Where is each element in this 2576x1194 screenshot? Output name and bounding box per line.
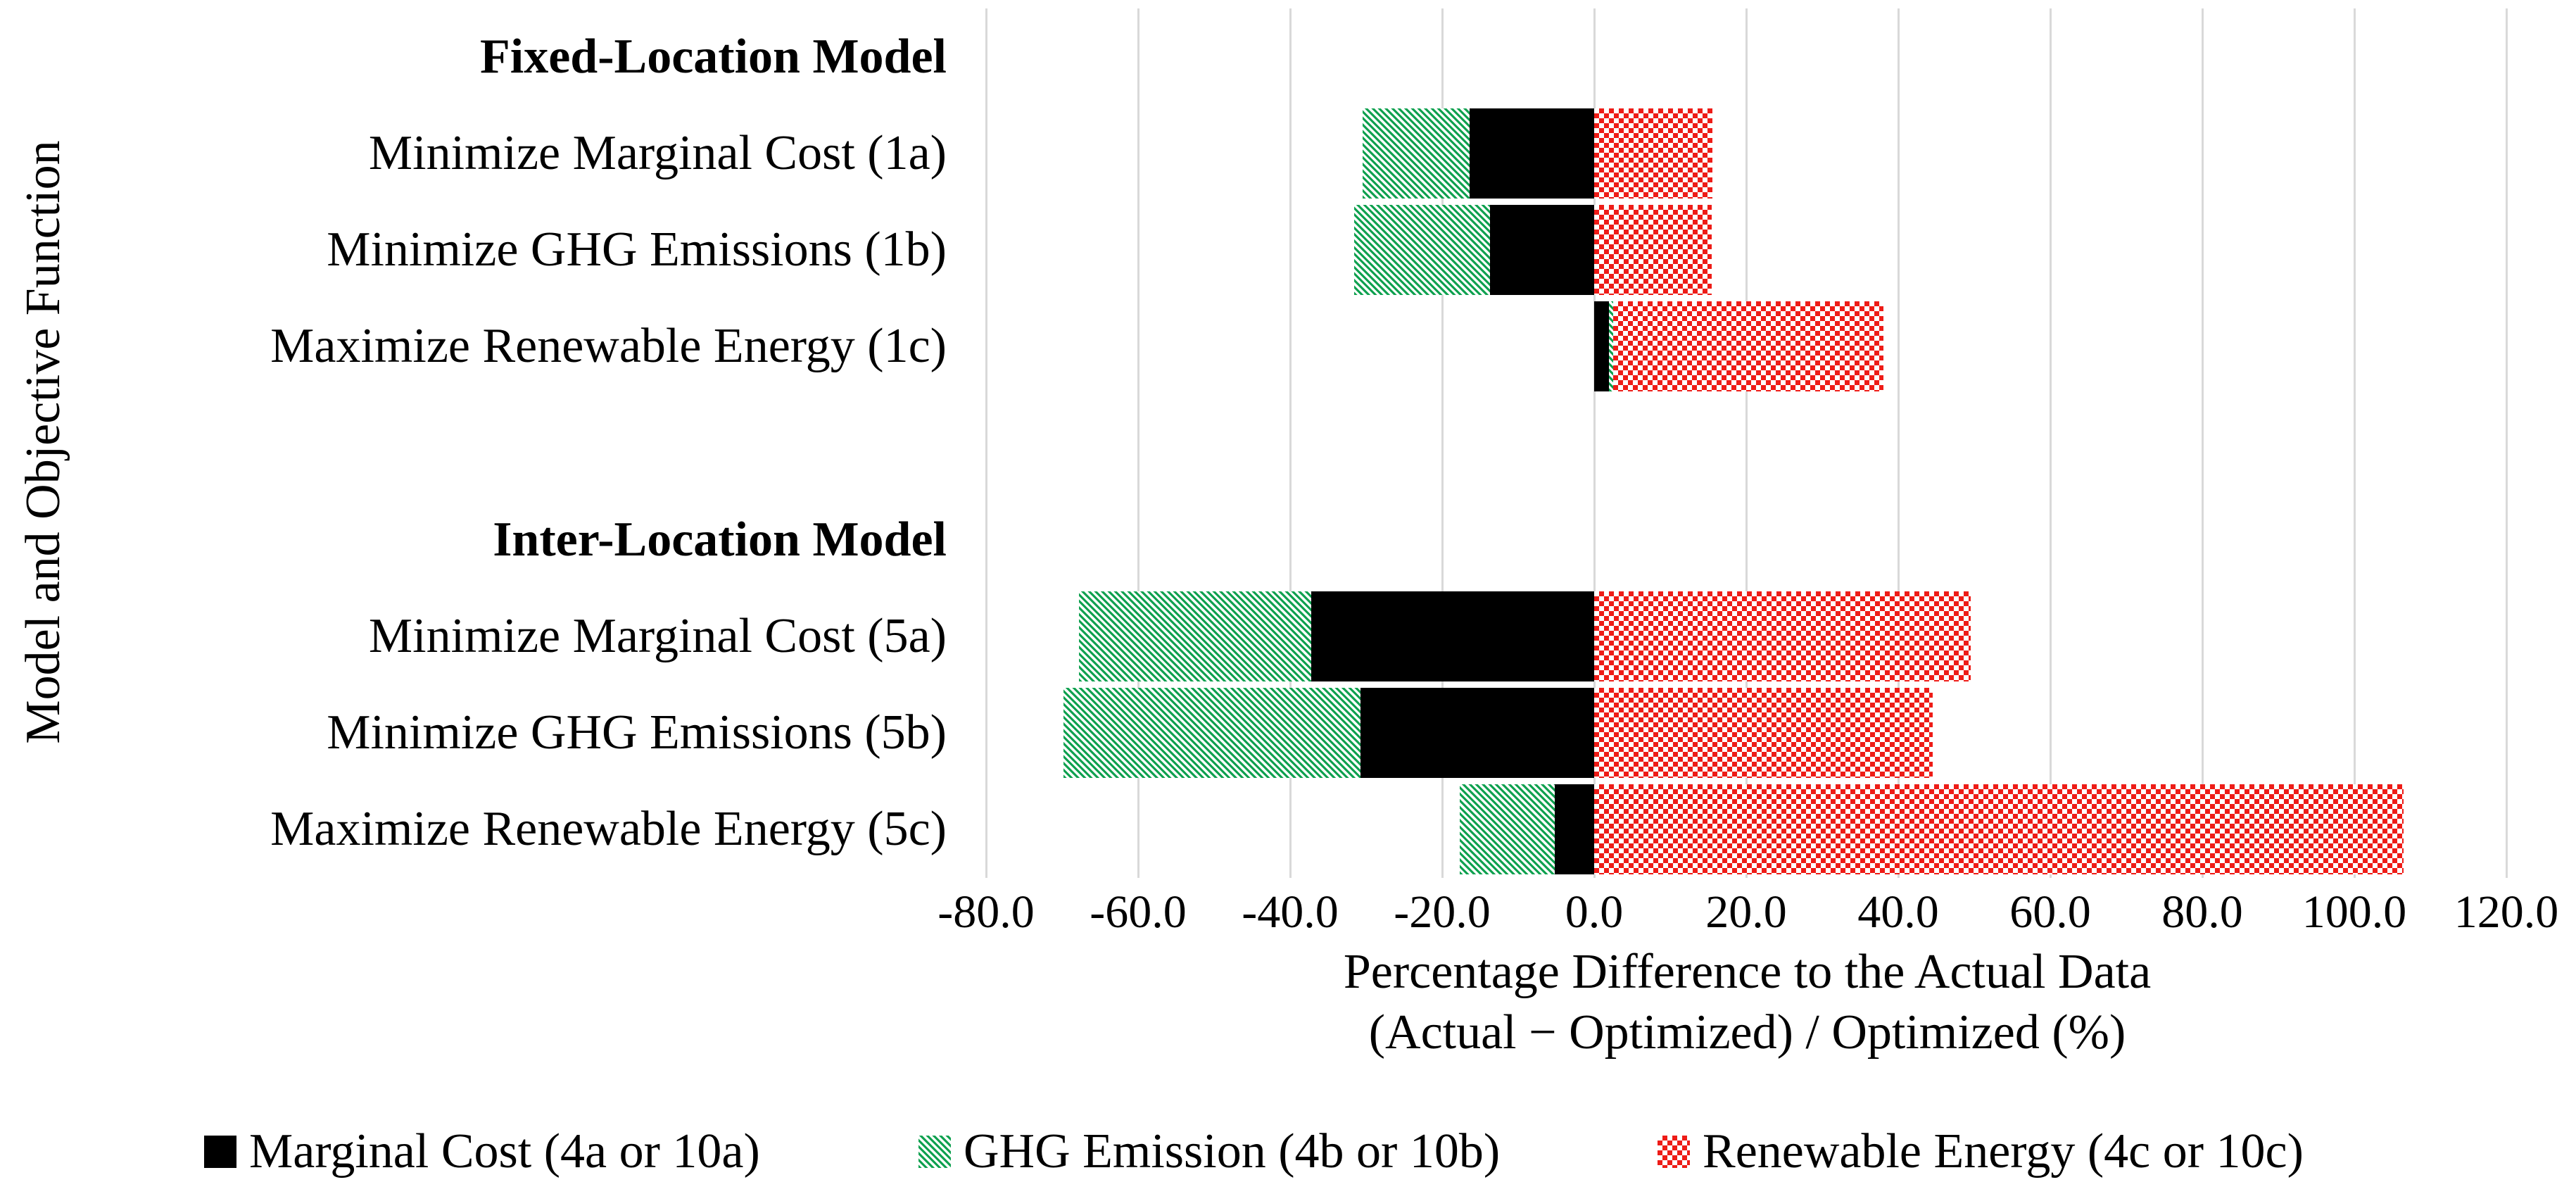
bar-segment xyxy=(1613,301,1884,392)
group-header-label: Inter-Location Model xyxy=(493,512,947,567)
legend-label: Marginal Cost (4a or 10a) xyxy=(249,1124,760,1179)
x-tick-label: -80.0 xyxy=(937,886,1035,938)
gridline xyxy=(2201,8,2204,878)
category-label: Maximize Renewable Energy (1c) xyxy=(270,319,947,374)
x-tick-label: 0.0 xyxy=(1565,886,1624,938)
bar-segment xyxy=(1078,591,1312,681)
bar-segment xyxy=(1594,688,1933,779)
legend-label: GHG Emission (4b or 10b) xyxy=(964,1124,1501,1179)
legend-item-marginal-cost: Marginal Cost (4a or 10a) xyxy=(204,1124,760,1179)
bar-segment xyxy=(1353,205,1491,296)
bar-segment xyxy=(1063,688,1361,779)
bar-segment xyxy=(1360,688,1594,779)
bar-segment xyxy=(1594,301,1609,392)
gridline xyxy=(1441,8,1444,878)
gridline xyxy=(985,8,987,878)
category-label: Minimize Marginal Cost (1a) xyxy=(368,125,947,180)
bar-segment xyxy=(1594,784,2404,875)
bar-segment xyxy=(1311,591,1594,681)
bar-segment xyxy=(1608,301,1613,392)
gridline xyxy=(1897,8,1900,878)
legend-swatch-solid-icon xyxy=(204,1136,236,1168)
gridline xyxy=(2049,8,2052,878)
bar-segment xyxy=(1459,784,1555,875)
x-tick-label: -40.0 xyxy=(1242,886,1339,938)
legend-item-renewable-energy: Renewable Energy (4c or 10c) xyxy=(1658,1124,2304,1179)
bar-segment xyxy=(1554,784,1594,875)
gridline xyxy=(1745,8,1748,878)
x-tick-label: 40.0 xyxy=(1857,886,1939,938)
category-label: Minimize GHG Emissions (1b) xyxy=(327,222,947,277)
bar-segment xyxy=(1469,108,1594,199)
x-tick-label: -60.0 xyxy=(1090,886,1187,938)
x-tick-label: 20.0 xyxy=(1705,886,1787,938)
bar-segment xyxy=(1594,591,1971,681)
legend-swatch-checker-icon xyxy=(1658,1136,1690,1168)
legend-swatch-hatch-icon xyxy=(918,1136,951,1168)
gridline xyxy=(2505,8,2508,878)
gridline xyxy=(2353,8,2356,878)
category-label: Minimize GHG Emissions (5b) xyxy=(327,705,947,760)
category-label: Maximize Renewable Energy (5c) xyxy=(270,802,947,857)
x-tick-label: 100.0 xyxy=(2302,886,2407,938)
legend-item-ghg-emission: GHG Emission (4b or 10b) xyxy=(918,1124,1501,1179)
x-tick-label: 120.0 xyxy=(2454,886,2559,938)
group-header-label: Fixed-Location Model xyxy=(480,29,947,84)
x-axis-title-line1: Percentage Difference to the Actual Data xyxy=(1343,945,2152,999)
bar-segment xyxy=(1594,108,1713,199)
x-tick-label: -20.0 xyxy=(1394,886,1491,938)
x-tick-label: 80.0 xyxy=(2161,886,2243,938)
gridline xyxy=(1289,8,1292,878)
bar-segment xyxy=(1594,205,1712,296)
bar-segment xyxy=(1490,205,1594,296)
legend-label: Renewable Energy (4c or 10c) xyxy=(1703,1124,2304,1179)
gridline xyxy=(1593,8,1596,878)
bar-segment xyxy=(1362,108,1470,199)
x-axis-title: Percentage Difference to the Actual Data… xyxy=(985,942,2509,1063)
gridline xyxy=(1137,8,1139,878)
x-tick-label: 60.0 xyxy=(2009,886,2091,938)
x-axis-title-line2: (Actual − Optimized) / Optimized (%) xyxy=(1368,1005,2126,1060)
category-label: Minimize Marginal Cost (5a) xyxy=(368,608,947,663)
